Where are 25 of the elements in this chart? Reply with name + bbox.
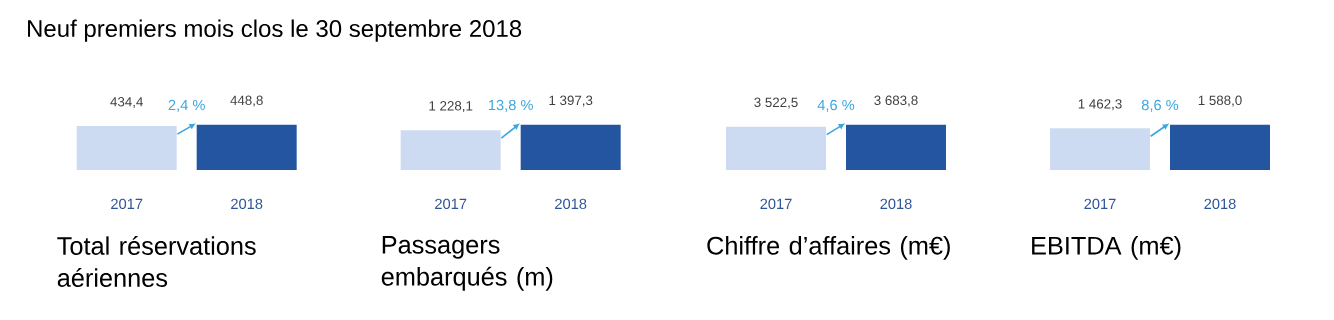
data-label: 448,8 — [230, 95, 263, 107]
x-axis-title: EBITDA (m€) — [1032, 236, 1181, 260]
x-tick-label: 2018 — [231, 198, 263, 210]
data-label: 1 228,1 — [429, 101, 473, 113]
x-tick-label: 2017 — [1084, 198, 1116, 210]
data-label: 1 397,3 — [549, 95, 593, 107]
x-tick-label: 2018 — [1204, 198, 1236, 210]
data-label: 3 683,8 — [874, 95, 918, 107]
x-tick-label: 2017 — [760, 198, 792, 210]
data-label: 434,4 — [110, 97, 143, 109]
x-axis-title: Chiffre d’affaires (m€) — [707, 236, 950, 260]
x-axis-title: Passagers embarqués (m) — [381, 236, 553, 291]
text: 2,4 % — [168, 99, 205, 112]
text: 8,6 % — [1141, 99, 1179, 112]
chart-title: Neuf premiers mois clos le 30 septembre 2018 — [28, 19, 522, 42]
x-tick-label: 2017 — [435, 198, 467, 210]
x-tick-label: 2018 — [555, 198, 587, 210]
text: 13,8 % — [488, 99, 533, 112]
x-tick-label: 2017 — [111, 198, 143, 210]
x-tick-label: 2018 — [880, 198, 912, 210]
data-label: 1 588,0 — [1198, 95, 1242, 107]
data-label: 1 462,3 — [1078, 99, 1122, 111]
text: 4,6 % — [817, 99, 855, 112]
data-label: 3 522,5 — [754, 97, 798, 109]
x-axis-title: Total réservations aériennes — [57, 236, 256, 287]
